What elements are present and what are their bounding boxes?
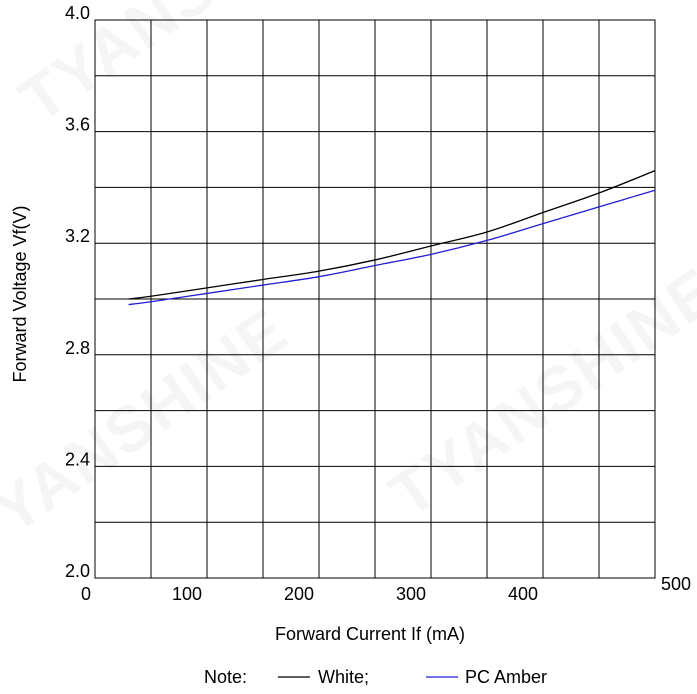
x-axis-title: Forward Current If (mA) [275, 624, 465, 644]
x-tick-label: 500 [661, 574, 691, 594]
legend-prefix: Note: [204, 667, 247, 687]
y-tick-label: 2.4 [65, 449, 90, 469]
series-line-pc-amber [128, 189, 656, 306]
grid [95, 20, 655, 578]
series-layer [128, 170, 656, 306]
watermark-text-3: TYANSHINE [0, 293, 301, 571]
watermark: TYANSHINE TYANSHINE TYANSHINE [0, 0, 697, 571]
plot-frame [94, 19, 656, 579]
y-tick-label: 2.0 [65, 561, 90, 581]
x-tick-label: 400 [508, 584, 538, 604]
legend: Note: White; PC Amber [204, 667, 547, 687]
y-tick-label: 4.0 [65, 3, 90, 23]
watermark-text-2: TYANSHINE [377, 253, 697, 531]
series-line-white [128, 170, 656, 300]
legend-label-pc-amber: PC Amber [465, 667, 547, 687]
x-tick-label: 200 [284, 584, 314, 604]
y-tick-label: 3.2 [65, 226, 90, 246]
x-tick-label: 300 [396, 584, 426, 604]
x-tick-label: 100 [172, 584, 202, 604]
x-tick-label: 0 [81, 584, 91, 604]
legend-label-white: White; [318, 667, 369, 687]
y-tick-label: 2.8 [65, 338, 90, 358]
y-tick-label: 3.6 [65, 115, 90, 135]
x-tick-labels: 0 100 200 300 400 500 [81, 574, 691, 604]
y-axis-title: Forward Voltage Vf(V) [10, 205, 30, 382]
y-tick-labels: 2.0 2.4 2.8 3.2 3.6 4.0 [65, 3, 90, 581]
